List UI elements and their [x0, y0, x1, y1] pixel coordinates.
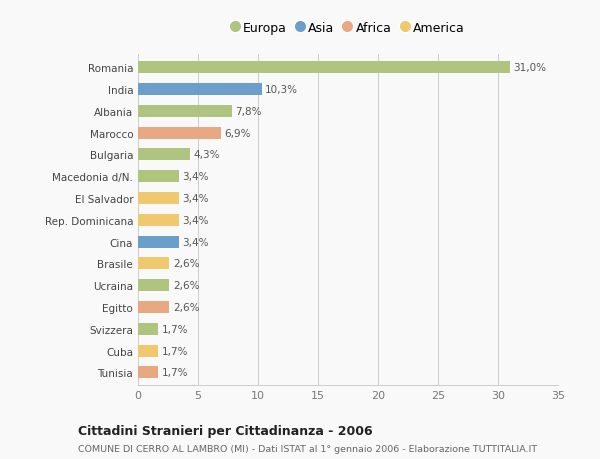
- Bar: [138, 301, 169, 313]
- Text: 31,0%: 31,0%: [514, 63, 547, 73]
- Text: 3,4%: 3,4%: [182, 237, 209, 247]
- Text: 3,4%: 3,4%: [182, 215, 209, 225]
- Text: 6,9%: 6,9%: [224, 129, 251, 138]
- Bar: [138, 84, 262, 96]
- Bar: [138, 367, 158, 379]
- Bar: [138, 106, 232, 118]
- Bar: [138, 193, 179, 205]
- Bar: [138, 128, 221, 140]
- Bar: [138, 62, 510, 74]
- Bar: [138, 214, 179, 226]
- Text: 7,8%: 7,8%: [235, 106, 262, 117]
- Bar: [138, 323, 158, 335]
- Bar: [138, 280, 169, 291]
- Text: 3,4%: 3,4%: [182, 194, 209, 204]
- Text: Cittadini Stranieri per Cittadinanza - 2006: Cittadini Stranieri per Cittadinanza - 2…: [78, 424, 373, 437]
- Bar: [138, 149, 190, 161]
- Text: 3,4%: 3,4%: [182, 172, 209, 182]
- Bar: [138, 258, 169, 270]
- Bar: [138, 236, 179, 248]
- Bar: [138, 345, 158, 357]
- Legend: Europa, Asia, Africa, America: Europa, Asia, Africa, America: [228, 18, 468, 39]
- Text: 1,7%: 1,7%: [162, 368, 188, 377]
- Text: 10,3%: 10,3%: [265, 85, 298, 95]
- Text: 2,6%: 2,6%: [173, 302, 199, 312]
- Text: 1,7%: 1,7%: [162, 346, 188, 356]
- Text: 1,7%: 1,7%: [162, 324, 188, 334]
- Text: 2,6%: 2,6%: [173, 259, 199, 269]
- Bar: [138, 171, 179, 183]
- Text: 2,6%: 2,6%: [173, 280, 199, 291]
- Text: 4,3%: 4,3%: [193, 150, 220, 160]
- Text: COMUNE DI CERRO AL LAMBRO (MI) - Dati ISTAT al 1° gennaio 2006 - Elaborazione TU: COMUNE DI CERRO AL LAMBRO (MI) - Dati IS…: [78, 444, 537, 453]
